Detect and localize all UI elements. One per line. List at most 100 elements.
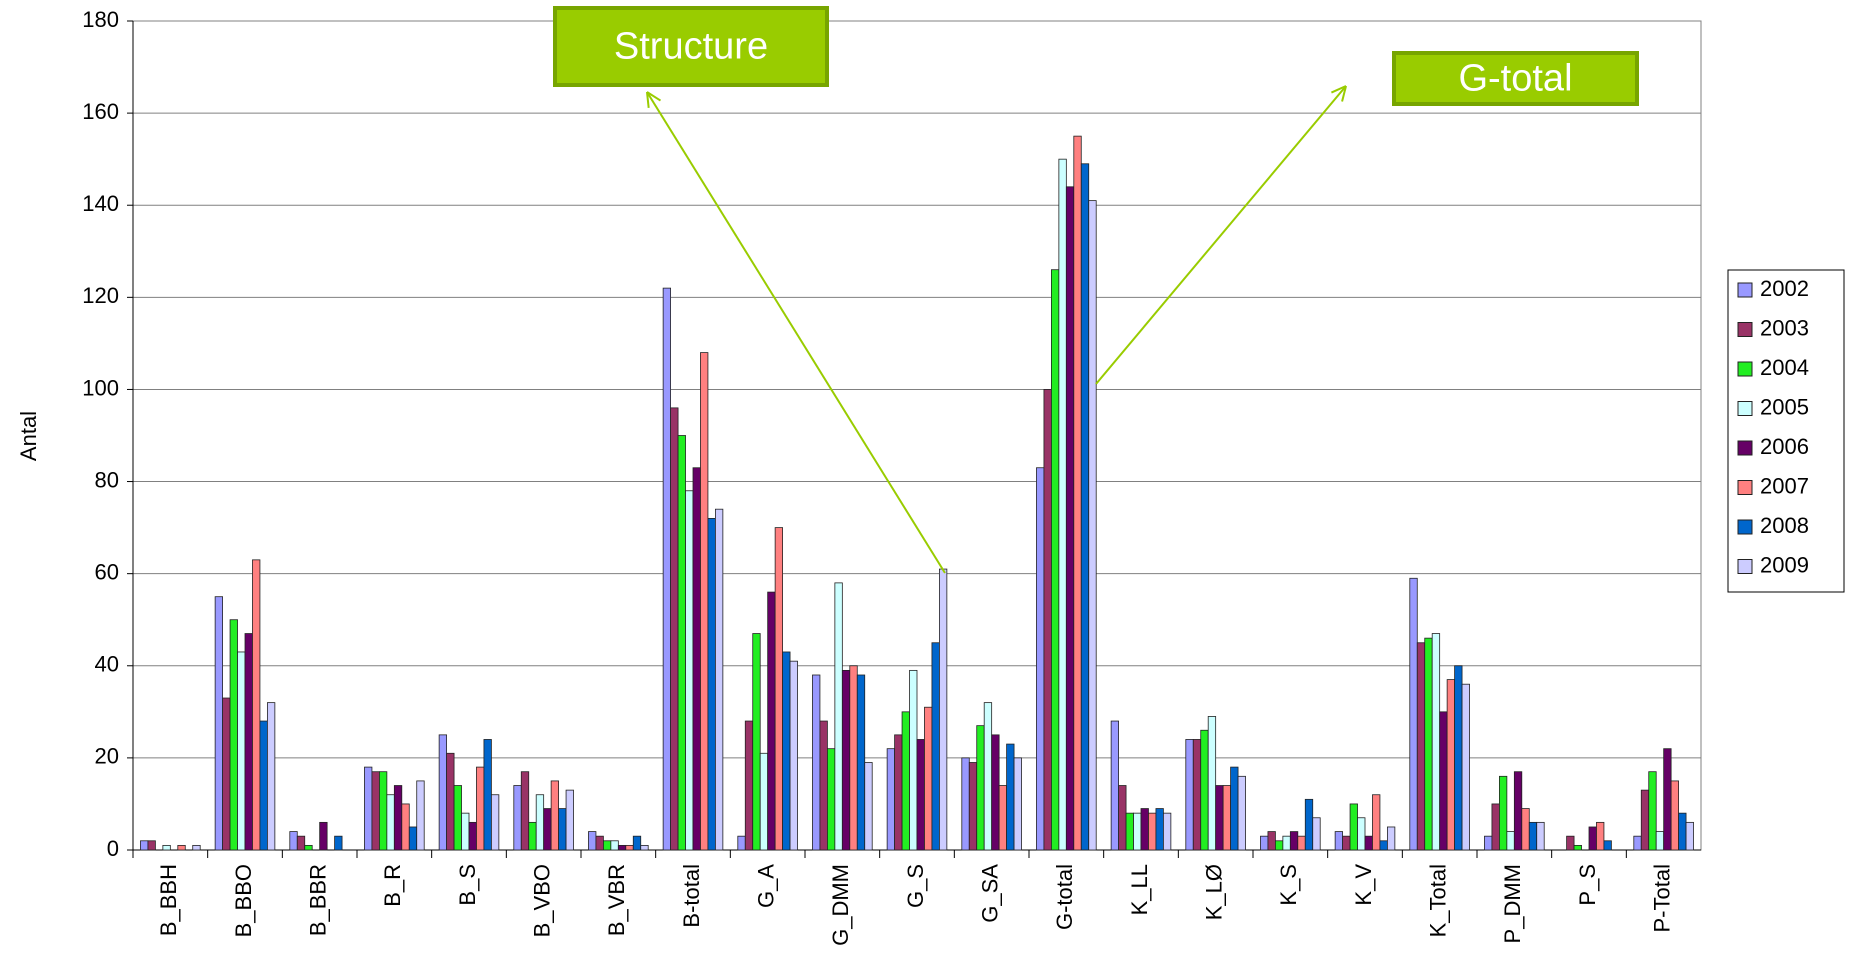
- y-tick-label: 120: [82, 283, 119, 308]
- bar: [319, 821, 328, 851]
- bar: [1058, 158, 1067, 851]
- legend-label: 2009: [1760, 552, 1809, 577]
- bar: [259, 720, 268, 851]
- bar: [214, 596, 223, 851]
- bar: [961, 757, 970, 851]
- bar: [901, 711, 910, 851]
- bar: [924, 706, 933, 851]
- bar: [1304, 798, 1314, 851]
- bar: [401, 803, 410, 851]
- bar: [1446, 679, 1455, 851]
- bar: [849, 665, 858, 851]
- bar: [1663, 748, 1672, 851]
- bar: [289, 831, 298, 851]
- bar: [610, 840, 619, 851]
- bar: [371, 771, 380, 851]
- bar: [692, 467, 701, 851]
- bar: [677, 435, 686, 851]
- legend-swatch: [1737, 322, 1753, 337]
- bar: [162, 844, 171, 851]
- x-tick-label: B-total: [679, 864, 704, 928]
- x-tick-label: B_BBH: [156, 864, 181, 936]
- bar: [983, 702, 993, 851]
- bar: [685, 490, 694, 851]
- bar: [1006, 743, 1015, 851]
- bar: [1215, 785, 1224, 851]
- bar: [916, 739, 925, 851]
- bar: [1125, 812, 1134, 851]
- bar: [177, 844, 186, 851]
- bar: [1573, 844, 1582, 851]
- bar: [476, 766, 485, 851]
- bar: [438, 734, 447, 851]
- bar: [1566, 835, 1575, 851]
- bar: [1387, 826, 1396, 851]
- x-tick-label: G-total: [1052, 864, 1077, 930]
- bar: [1013, 757, 1022, 851]
- bar: [1140, 808, 1149, 851]
- bar: [1036, 467, 1045, 851]
- legend-swatch: [1737, 559, 1753, 574]
- y-tick-label: 80: [95, 467, 119, 492]
- bar: [1603, 840, 1612, 851]
- annotation-label: Structure: [614, 26, 768, 68]
- bar: [1222, 785, 1231, 851]
- legend-swatch: [1737, 440, 1753, 456]
- y-axis-label: Antal: [16, 411, 41, 461]
- legend-label: 2007: [1760, 473, 1809, 498]
- bar: [1192, 739, 1202, 851]
- y-tick-label: 0: [107, 836, 119, 861]
- bar: [1379, 840, 1388, 851]
- legend-swatch: [1737, 401, 1753, 416]
- bar: [1499, 775, 1508, 851]
- bar: [827, 748, 836, 851]
- bar: [1439, 711, 1448, 851]
- bar: [1230, 766, 1239, 851]
- x-tick-label: G_DMM: [828, 864, 853, 946]
- bar: [1678, 812, 1687, 851]
- bar: [461, 812, 470, 851]
- x-tick-label: K_LL: [1127, 864, 1152, 915]
- bar: [603, 840, 612, 851]
- legend-label: 2005: [1760, 394, 1809, 419]
- bar: [1416, 642, 1426, 851]
- bar: [453, 785, 462, 851]
- bar: [939, 568, 948, 851]
- bar: [1670, 780, 1679, 851]
- bar: [595, 835, 604, 851]
- bar: [1297, 835, 1306, 851]
- y-tick-label: 140: [82, 191, 119, 216]
- bar: [819, 720, 828, 851]
- bar: [266, 702, 276, 851]
- arrow-head: [646, 91, 650, 109]
- y-tick-label: 160: [82, 99, 119, 124]
- arrow-head: [1341, 85, 1347, 102]
- y-tick-label: 20: [95, 744, 119, 769]
- legend-label: 2006: [1760, 434, 1809, 459]
- bar: [535, 794, 545, 851]
- bar: [1237, 775, 1246, 851]
- x-tick-label: P_DMM: [1500, 864, 1525, 943]
- bar: [737, 835, 746, 851]
- bar: [1148, 812, 1157, 851]
- bar: [670, 407, 679, 851]
- bar: [147, 840, 156, 851]
- bar: [222, 697, 231, 851]
- bar: [1065, 186, 1075, 851]
- annotation-label: G-total: [1458, 58, 1572, 100]
- bar: [1357, 817, 1366, 851]
- annotation-box: [1392, 51, 1639, 106]
- bar: [1372, 794, 1381, 851]
- bar: [1088, 200, 1097, 851]
- bar: [1640, 789, 1650, 851]
- bar: [774, 527, 784, 851]
- bar: [229, 619, 238, 851]
- bar: [1409, 577, 1418, 851]
- bar: [1685, 821, 1694, 851]
- bar: [378, 771, 388, 851]
- bar: [1461, 683, 1470, 851]
- bar: [789, 660, 798, 851]
- bar: [588, 831, 597, 851]
- bar: [1133, 812, 1142, 851]
